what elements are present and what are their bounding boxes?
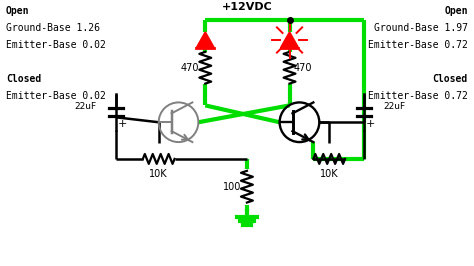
Polygon shape	[281, 32, 299, 48]
Text: +12VDC: +12VDC	[221, 2, 272, 12]
Text: Open: Open	[445, 6, 468, 16]
Polygon shape	[196, 32, 214, 48]
Text: Emitter-Base 0.02: Emitter-Base 0.02	[6, 40, 106, 50]
Text: Closed: Closed	[6, 74, 41, 84]
Text: 100: 100	[223, 182, 241, 192]
Text: 470: 470	[181, 63, 200, 73]
Text: Ground-Base 1.26: Ground-Base 1.26	[6, 23, 100, 33]
Text: Closed: Closed	[433, 74, 468, 84]
Text: 22uF: 22uF	[384, 102, 406, 111]
Text: Ground-Base 1.97: Ground-Base 1.97	[374, 23, 468, 33]
Text: 10K: 10K	[149, 169, 168, 179]
Text: Emitter-Base 0.02: Emitter-Base 0.02	[6, 90, 106, 101]
Text: Open: Open	[6, 6, 29, 16]
Text: 22uF: 22uF	[74, 102, 96, 111]
Text: +: +	[366, 119, 375, 129]
Text: 470: 470	[293, 63, 312, 73]
Text: Emitter-Base 0.72: Emitter-Base 0.72	[368, 40, 468, 50]
Text: 10K: 10K	[320, 169, 338, 179]
Text: Emitter-Base 0.72: Emitter-Base 0.72	[368, 90, 468, 101]
Text: +: +	[118, 119, 128, 129]
